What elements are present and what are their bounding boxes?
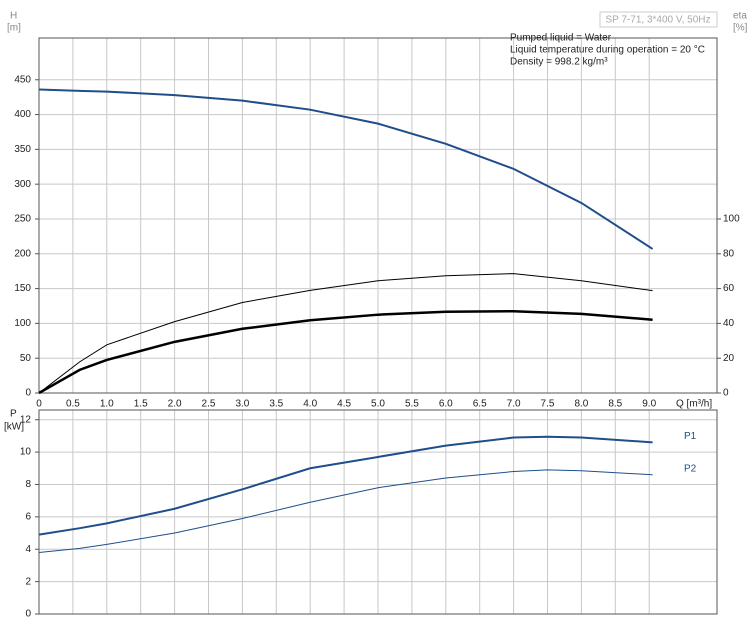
y2-tick-label: 0 (723, 388, 729, 399)
x-axis-label: Q [m³/h] (676, 399, 712, 410)
series-label: P1 (684, 431, 697, 442)
x-tick-label: 6.0 (439, 399, 453, 410)
x-tick-label: 7.0 (507, 399, 521, 410)
x-tick-label: 1.0 (100, 399, 114, 410)
y-axis-unit: [kW] (4, 422, 24, 433)
x-tick-label: 9.0 (642, 399, 656, 410)
curve (38, 273, 653, 394)
y-tick-label: 450 (14, 74, 31, 85)
curve (38, 435, 653, 536)
y-tick-label: 250 (14, 214, 31, 225)
y2-tick-label: 20 (723, 353, 735, 364)
x-tick-label: 4.0 (303, 399, 317, 410)
y-tick-label: 150 (14, 283, 31, 294)
y-tick-label: 400 (14, 109, 31, 120)
y2-tick-label: 100 (723, 214, 740, 225)
annotation: Pumped liquid = Water (510, 33, 612, 44)
y-axis-unit: [m] (7, 23, 21, 34)
y-tick-label: 12 (20, 414, 32, 425)
series-label: P2 (684, 463, 697, 474)
y-tick-label: 50 (20, 353, 32, 364)
annotation: Density = 998.2 kg/m³ (510, 57, 608, 68)
y2-tick-label: 40 (723, 318, 735, 329)
annotation: Liquid temperature during operation = 20… (510, 45, 705, 56)
curve (38, 88, 654, 250)
x-tick-label: 7.5 (541, 399, 555, 410)
chart-title: SP 7-71, 3*400 V, 50Hz (605, 15, 710, 26)
x-tick-label: 8.5 (608, 399, 622, 410)
y-tick-label: 200 (14, 248, 31, 259)
curve (38, 469, 653, 553)
title-box (599, 11, 718, 28)
y2-axis-unit: [%] (733, 23, 748, 34)
x-tick-label: 5.5 (405, 399, 419, 410)
x-tick-label: 2.5 (202, 399, 216, 410)
y-tick-label: 100 (14, 318, 31, 329)
x-tick-label: 5.0 (371, 399, 385, 410)
y-tick-label: 0 (25, 609, 31, 620)
y-axis-label: P (10, 409, 17, 420)
plot-frame (38, 409, 718, 615)
y2-axis-label: eta (733, 11, 747, 22)
y-tick-label: 10 (20, 447, 32, 458)
x-tick-label: 3.5 (269, 399, 283, 410)
y2-tick-label: 60 (723, 283, 735, 294)
y-tick-label: 8 (25, 479, 31, 490)
y2-tick-label: 80 (723, 248, 735, 259)
y-tick-label: 2 (25, 576, 31, 587)
curve (38, 309, 653, 395)
y-axis-label: H (10, 11, 17, 22)
x-tick-label: 8.0 (574, 399, 588, 410)
x-tick-label: 0.5 (66, 399, 80, 410)
y-tick-label: 4 (25, 544, 31, 555)
y-tick-label: 0 (25, 388, 31, 399)
x-tick-label: 4.5 (337, 399, 351, 410)
y-tick-label: 350 (14, 144, 31, 155)
x-tick-label: 1.5 (134, 399, 148, 410)
x-tick-label: 0 (36, 399, 42, 410)
y-tick-label: 6 (25, 511, 31, 522)
plot-frame (38, 37, 718, 394)
x-tick-label: 2.0 (168, 399, 182, 410)
x-tick-label: 3.0 (235, 399, 249, 410)
y-tick-label: 300 (14, 179, 31, 190)
x-tick-label: 6.5 (473, 399, 487, 410)
